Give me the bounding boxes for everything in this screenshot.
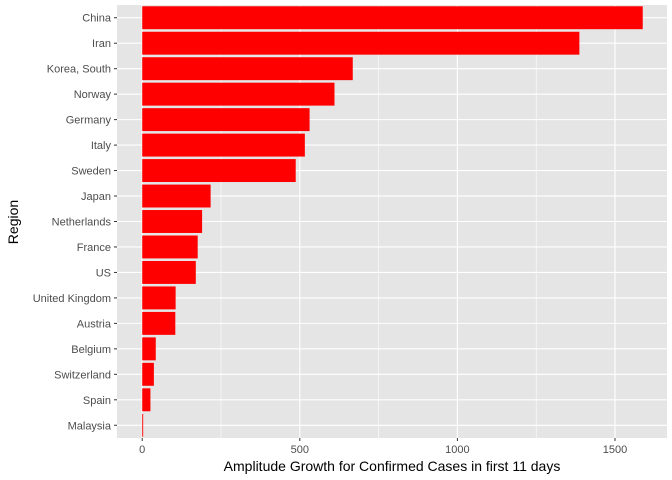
bar-netherlands (142, 210, 203, 233)
x-tick-label: 500 (291, 444, 309, 456)
y-tick-label: Iran (92, 38, 111, 50)
y-tick-label: Korea, South (47, 64, 111, 76)
bar-belgium (142, 337, 156, 361)
y-tick-label: Malaysia (68, 420, 112, 432)
bar-united-kingdom (142, 286, 176, 310)
x-axis: 0 500 1000 1500 (139, 438, 627, 456)
bar-france (142, 235, 198, 259)
bar-norway (142, 82, 335, 106)
x-tick-label: 1500 (603, 444, 627, 456)
bar-austria (142, 311, 176, 335)
y-tick-label: Belgium (71, 344, 111, 356)
y-tick-label: Norway (74, 89, 112, 101)
y-tick-label: Japan (81, 191, 111, 203)
bar-switzerland (142, 362, 154, 386)
bar-spain (142, 388, 151, 412)
y-tick-label: Spain (83, 395, 111, 407)
y-axis: China Iran Korea, South Norway Germany Italy S… (33, 13, 117, 432)
y-tick-label: Sweden (71, 166, 111, 178)
bar-korea-south (142, 57, 353, 81)
bar-malaysia (142, 413, 144, 437)
bar-italy (142, 133, 305, 157)
bar-iran (142, 31, 580, 55)
bars (142, 6, 643, 437)
bar-china (142, 6, 643, 30)
bar-us (142, 260, 196, 284)
bar-sweden (142, 159, 296, 183)
y-tick-label: Austria (77, 318, 112, 330)
y-tick-label: Switzerland (54, 369, 111, 381)
y-axis-title: Region (5, 200, 21, 244)
y-tick-label: France (77, 242, 111, 254)
x-tick-label: 0 (139, 444, 145, 456)
y-tick-label: Germany (66, 115, 112, 127)
bar-germany (142, 108, 310, 132)
x-tick-label: 1000 (445, 444, 469, 456)
y-tick-label: Italy (91, 140, 112, 152)
x-axis-title: Amplitude Growth for Confirmed Cases in … (224, 458, 561, 474)
y-tick-label: US (96, 267, 111, 279)
y-tick-label: Netherlands (52, 217, 112, 229)
y-tick-label: United Kingdom (33, 293, 111, 305)
bar-japan (142, 184, 211, 208)
y-tick-label: China (82, 13, 112, 25)
